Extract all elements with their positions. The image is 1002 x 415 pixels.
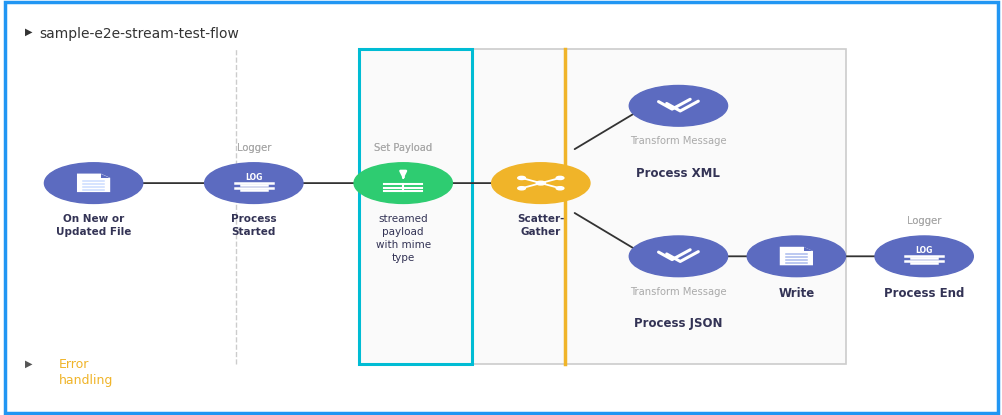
Text: Transform Message: Transform Message xyxy=(629,136,726,146)
Text: Logger: Logger xyxy=(906,216,941,226)
Circle shape xyxy=(517,187,525,190)
Text: On New or
Updated File: On New or Updated File xyxy=(56,214,131,237)
Text: Set Payload: Set Payload xyxy=(374,143,432,153)
Bar xyxy=(457,49,845,364)
Circle shape xyxy=(746,236,845,277)
Circle shape xyxy=(491,163,589,203)
Text: LOG: LOG xyxy=(915,247,932,256)
Circle shape xyxy=(874,236,972,277)
Text: sample-e2e-stream-test-flow: sample-e2e-stream-test-flow xyxy=(39,27,239,41)
Text: Logger: Logger xyxy=(906,216,941,226)
Polygon shape xyxy=(77,173,110,192)
Text: streamed
payload
with mime
type: streamed payload with mime type xyxy=(376,214,430,263)
Circle shape xyxy=(628,236,726,277)
Text: Write: Write xyxy=(778,287,814,300)
Text: Scatter-
Gather: Scatter- Gather xyxy=(517,214,564,237)
Text: Process End: Process End xyxy=(883,287,963,300)
Bar xyxy=(359,49,472,364)
Circle shape xyxy=(536,181,545,185)
Circle shape xyxy=(556,187,563,190)
Circle shape xyxy=(628,85,726,126)
Text: Logger: Logger xyxy=(236,143,271,153)
Text: Process XML: Process XML xyxy=(636,167,719,180)
Polygon shape xyxy=(779,247,813,265)
Text: ▶: ▶ xyxy=(25,27,32,37)
Text: Logger: Logger xyxy=(236,143,271,153)
Circle shape xyxy=(204,163,303,203)
Circle shape xyxy=(517,176,525,180)
Text: ▶: ▶ xyxy=(25,359,32,369)
Text: Transform Message: Transform Message xyxy=(629,287,726,297)
Circle shape xyxy=(556,176,563,180)
Text: Set Payload: Set Payload xyxy=(374,143,432,153)
Circle shape xyxy=(44,163,142,203)
Text: Process
Started: Process Started xyxy=(230,214,277,237)
Circle shape xyxy=(354,163,452,203)
Polygon shape xyxy=(100,173,110,178)
Polygon shape xyxy=(803,247,813,251)
Text: LOG: LOG xyxy=(244,173,263,182)
Text: Error
handling: Error handling xyxy=(59,358,113,387)
Text: Process JSON: Process JSON xyxy=(633,317,722,330)
